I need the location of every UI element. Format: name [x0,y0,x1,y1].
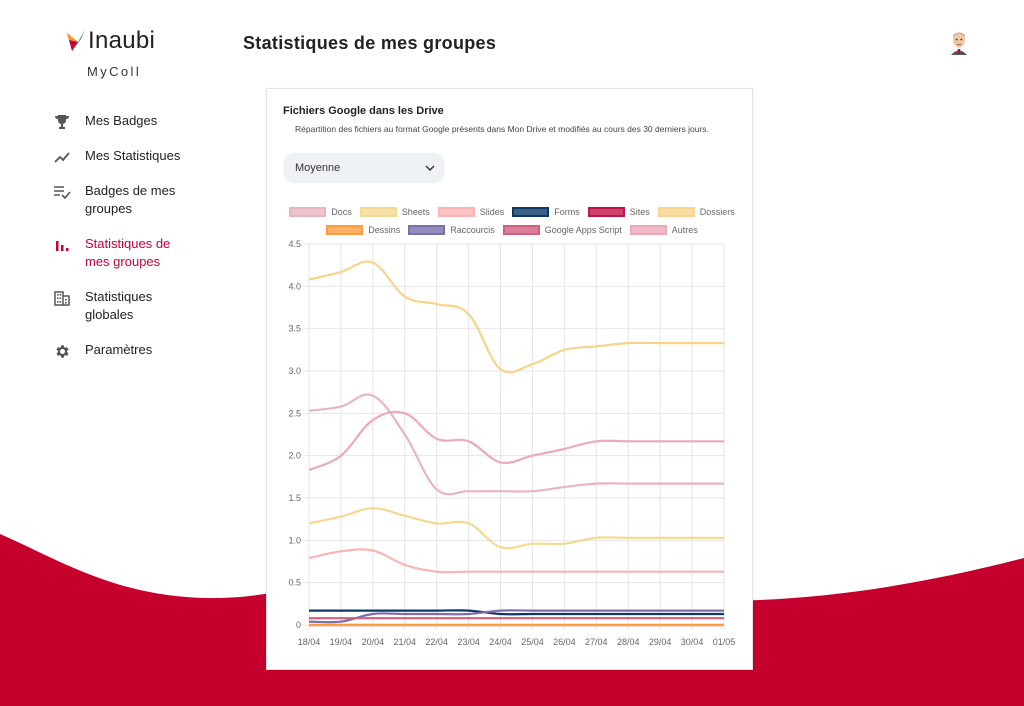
y-tick-label: 4.0 [288,281,301,291]
logo-text: Inaubi [88,27,156,54]
series-line-forms[interactable] [308,609,724,616]
legend-swatch [512,207,550,217]
x-tick-label: 26/04 [553,637,576,647]
legend-label: Google Apps Script [544,225,622,235]
x-tick-label: 19/04 [330,637,353,647]
building-icon [50,288,74,308]
y-tick-label: 2.5 [288,408,301,418]
card-title: Fichiers Google dans les Drive [283,105,444,117]
legend-row: Dessins Raccourcis Google Apps Script Autre… [287,221,737,239]
y-tick-label: 2.0 [288,451,301,461]
y-tick-label: 3.0 [288,366,301,376]
legend-label: Sites [629,207,650,217]
x-tick-label: 01/05 [713,637,736,647]
brand-logo[interactable]: Inaubi [66,27,155,55]
legend-swatch [657,207,695,217]
card-subtitle: Répartition des fichiers au format Googl… [295,124,709,134]
series-line-slides[interactable] [308,548,724,574]
legend-item-google-apps-script[interactable]: Google Apps Script [502,225,622,235]
gear-icon [50,341,74,361]
x-tick-label: 30/04 [681,637,704,647]
sidebar-item-label: Mes Badges [85,113,158,128]
trophy-icon [50,112,74,132]
sidebar-item-label: Badges de mes groupes [85,183,176,216]
legend-swatch [289,207,327,217]
x-tick-label: 21/04 [394,637,417,647]
x-tick-label: 20/04 [362,637,385,647]
y-tick-label: 0.5 [288,578,301,588]
legend-swatch [359,207,397,217]
legend-item-slides[interactable]: Slides [437,207,505,217]
series-line-raccourcis[interactable] [308,609,724,624]
legend-swatch [502,225,540,235]
series-line-docs[interactable] [308,393,724,496]
series-line-dossiers[interactable] [308,260,724,374]
legend-item-docs[interactable]: Docs [289,207,352,217]
legend-item-forms[interactable]: Forms [512,207,580,217]
y-tick-label: 0 [296,620,301,630]
sidebar-item-mes-badges[interactable]: Mes Badges [50,112,210,147]
x-tick-label: 29/04 [649,637,672,647]
legend-label: Sheets [401,207,430,217]
legend-label: Raccourcis [450,225,495,235]
legend-label: Dossiers [699,207,735,217]
legend-row: Docs Sheets Slides Forms Sites Dossiers [287,203,737,221]
legend-label: Slides [479,207,505,217]
trending-up-icon [50,147,74,167]
x-tick-label: 28/04 [617,637,640,647]
x-tick-label: 18/04 [298,637,321,647]
x-tick-label: 25/04 [521,637,544,647]
legend-item-autres[interactable]: Autres [629,225,698,235]
legend-label: Forms [554,207,580,217]
y-tick-label: 1.5 [288,493,301,503]
legend-swatch [326,225,364,235]
select-value: Moyenne [295,162,341,174]
y-tick-label: 4.5 [288,239,301,249]
legend-item-dossiers[interactable]: Dossiers [657,207,735,217]
x-tick-label: 27/04 [585,637,608,647]
chevron-down-icon [425,165,435,171]
playlist-check-icon [50,182,74,202]
sidebar-item-label: Statistiques de mes groupes [85,236,171,269]
legend-label: Dessins [368,225,401,235]
sidebar-item-badges-de-mes-groupes[interactable]: Badges de mes groupes [50,182,210,235]
sidebar-nav: Mes Badges Mes Statistiques Badges de me… [50,112,210,376]
line-chart: 0 0.5 1.0 1.5 2.0 2.5 3.0 3.5 4.0 4.5 18/04 19/04 20… [288,239,736,647]
legend-item-dessins[interactable]: Dessins [326,225,400,235]
legend-item-sheets[interactable]: Sheets [359,207,430,217]
sidebar-item-parametres[interactable]: Paramètres [50,341,210,376]
sidebar-item-label: Statistiques globales [85,289,153,322]
legend-swatch [587,207,625,217]
chart-card: Fichiers Google dans les Drive Répartiti… [266,88,753,670]
bar-chart-icon [50,235,74,255]
legend-label: Docs [331,207,352,217]
app-name: MyColl [87,64,142,79]
legend-label: Autres [671,225,698,235]
sidebar-item-label: Mes Statistiques [85,148,181,163]
legend-item-raccourcis[interactable]: Raccourcis [408,225,495,235]
legend-swatch [437,207,475,217]
y-tick-label: 3.5 [288,324,301,334]
y-tick-label: 1.0 [288,535,301,545]
legend-item-sites[interactable]: Sites [587,207,650,217]
page-title: Statistiques de mes groupes [243,33,497,53]
legend-swatch [408,225,446,235]
sidebar-item-label: Paramètres [85,342,153,357]
sidebar-item-statistiques-globales[interactable]: Statistiques globales [50,288,210,341]
series-line-autres[interactable] [308,410,724,472]
x-tick-label: 22/04 [425,637,448,647]
legend-swatch [629,225,667,235]
user-avatar[interactable] [948,31,970,55]
sidebar-item-mes-statistiques[interactable]: Mes Statistiques [50,147,210,182]
chart-legend: Docs Sheets Slides Forms Sites Dossiers Dessi… [287,203,737,239]
x-tick-label: 24/04 [489,637,512,647]
aggregation-select[interactable]: Moyenne [283,153,445,183]
x-tick-label: 23/04 [457,637,480,647]
logo-mark-icon [67,30,85,51]
sidebar-item-statistiques-de-mes-groupes[interactable]: Statistiques de mes groupes [50,235,210,288]
series-line-sheets[interactable] [308,507,724,550]
